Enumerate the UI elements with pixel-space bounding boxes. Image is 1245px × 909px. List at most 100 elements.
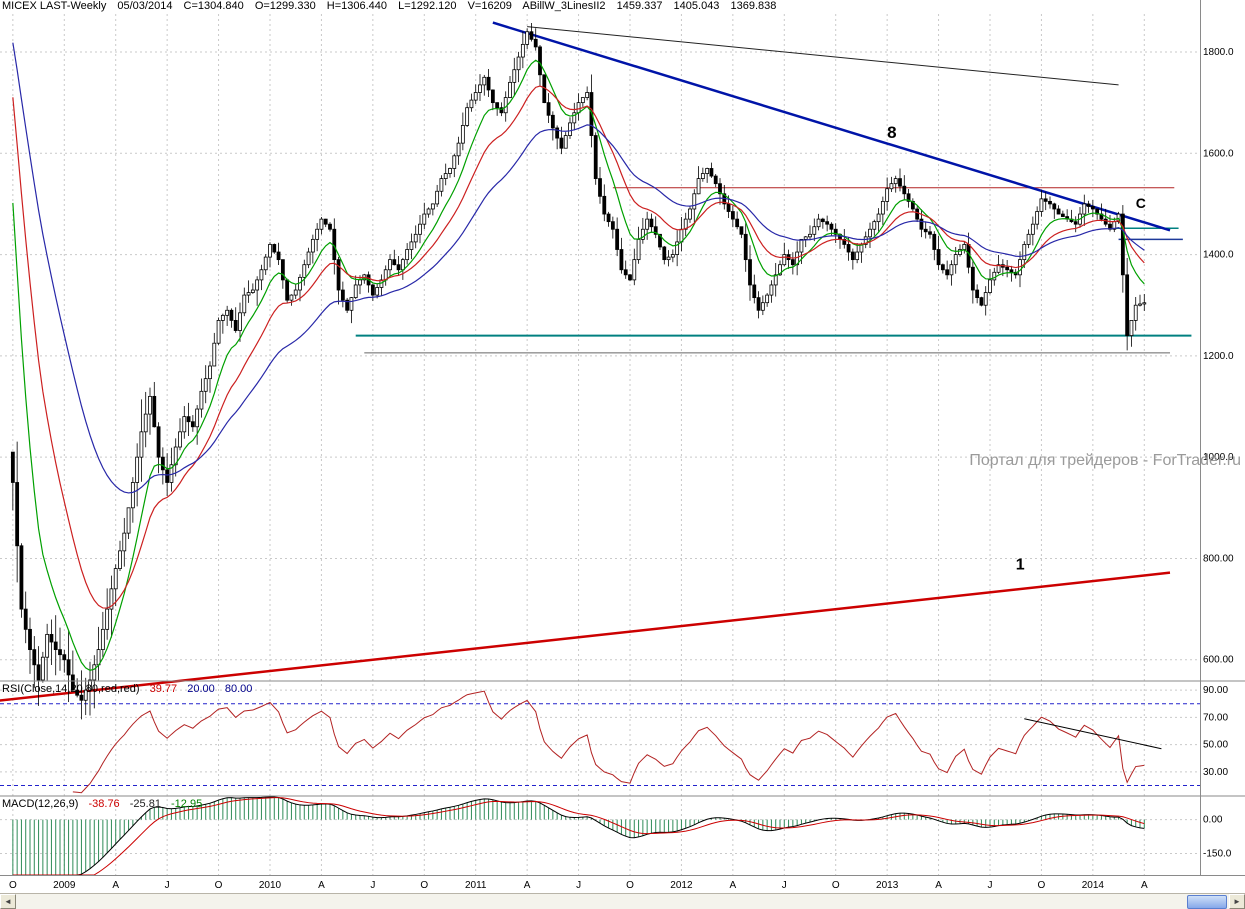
- candle-body: [662, 246, 667, 261]
- price-axis-label: 800.00: [1203, 553, 1234, 564]
- candle-body: [36, 664, 41, 681]
- price-axis-label: 1200.0: [1203, 351, 1234, 362]
- candle-body: [499, 107, 504, 114]
- candle-body: [992, 271, 997, 281]
- candle-body: [118, 550, 122, 569]
- candle-body: [92, 664, 97, 681]
- candle-body: [1035, 211, 1040, 225]
- x-axis-label: O: [1038, 880, 1046, 891]
- ma-slow-blue: [12, 42, 1145, 494]
- trendline-label-1: 1: [1016, 557, 1025, 574]
- candle-body: [375, 287, 380, 296]
- candle-body: [1142, 302, 1147, 305]
- horizontal-scrollbar[interactable]: ◄ ►: [0, 893, 1245, 909]
- candle-body: [139, 431, 144, 458]
- x-axis-label: O: [9, 880, 17, 891]
- candle-body: [285, 279, 290, 301]
- candle-body: [126, 507, 131, 534]
- rsi-axis-label: 30.00: [1203, 767, 1228, 778]
- candle-body: [808, 233, 812, 238]
- candle-body: [606, 213, 611, 223]
- candle-body: [863, 236, 868, 245]
- x-axis-label: A: [524, 880, 531, 891]
- rsi-divergence-line: [1024, 718, 1162, 750]
- candle-body: [405, 249, 410, 261]
- candle-body: [280, 259, 285, 281]
- candle-body: [220, 314, 225, 321]
- candle-body: [696, 178, 701, 195]
- scrollbar-track[interactable]: [16, 894, 1229, 909]
- candle-body: [940, 264, 945, 271]
- level-label-C: C: [1136, 195, 1146, 211]
- candle-body: [435, 190, 440, 205]
- candle-body: [580, 97, 585, 104]
- x-axis-label: 2014: [1082, 880, 1105, 891]
- candle-body: [79, 694, 84, 701]
- rsi-level-high: 80.00: [224, 683, 253, 695]
- candle-body: [932, 233, 937, 250]
- macd-header: MACD(12,26,9) -38.76 -25.81 -12.95: [2, 798, 209, 810]
- rsi-label: RSI(Close,14,20,80,red,red): [2, 683, 140, 695]
- candle-body: [619, 249, 624, 271]
- candle-body: [315, 228, 320, 240]
- candle-body: [593, 135, 598, 180]
- candle-body: [705, 168, 710, 174]
- candle-body: [165, 469, 170, 483]
- candle-body: [178, 431, 182, 448]
- candle-body: [105, 608, 110, 630]
- candle-body: [310, 238, 315, 253]
- candle-body: [516, 56, 521, 71]
- indicator-value-mid: 1405.043: [673, 0, 720, 12]
- x-axis-label: O: [832, 880, 840, 891]
- candle-body: [396, 264, 401, 271]
- candle-body: [53, 641, 58, 651]
- candle-body: [850, 251, 855, 261]
- x-axis-label: A: [112, 880, 119, 891]
- candle-body: [739, 226, 744, 235]
- rsi-line: [72, 690, 1145, 794]
- candle-body: [186, 416, 191, 423]
- candle-body: [623, 269, 628, 276]
- candle-body: [820, 218, 825, 223]
- candle-body: [906, 193, 911, 202]
- candle-body: [675, 241, 680, 255]
- x-axis-label: A: [935, 880, 942, 891]
- x-axis-label: 2011: [465, 880, 487, 891]
- scrollbar-thumb[interactable]: [1187, 895, 1227, 909]
- x-axis-label: 2009: [53, 880, 76, 891]
- candle-body: [443, 173, 448, 180]
- candle-body: [508, 81, 512, 98]
- x-axis-label: 2012: [670, 880, 693, 891]
- candle-body: [559, 137, 564, 149]
- candle-body: [293, 289, 298, 296]
- candle-body: [760, 302, 765, 311]
- candle-body: [323, 218, 328, 225]
- candle-body: [799, 238, 804, 253]
- major-downtrend: [492, 21, 1171, 232]
- candle-body: [439, 178, 444, 192]
- candle-body: [996, 264, 1001, 273]
- scroll-left-button[interactable]: ◄: [0, 894, 16, 909]
- candle-body: [550, 114, 555, 129]
- candle-body: [919, 218, 924, 230]
- candle-body: [778, 264, 782, 276]
- candle-body: [765, 294, 770, 304]
- x-axis-label: 2013: [876, 880, 899, 891]
- candle-body: [735, 218, 740, 228]
- candle-body: [422, 213, 427, 225]
- price-axis-label: 1400.0: [1203, 250, 1234, 261]
- candle-body: [880, 200, 885, 215]
- macd-value: -38.76: [88, 798, 120, 810]
- candle-body: [233, 320, 238, 331]
- candle-body: [885, 188, 890, 202]
- candle-body: [353, 284, 358, 299]
- candle-body: [598, 178, 602, 197]
- candle-body: [872, 221, 877, 230]
- candle-body: [58, 649, 62, 656]
- upper-black-line: [527, 26, 1119, 86]
- scroll-right-button[interactable]: ►: [1229, 894, 1245, 909]
- candle-body: [962, 244, 967, 250]
- candle-body: [130, 482, 135, 509]
- candle-body: [203, 378, 208, 392]
